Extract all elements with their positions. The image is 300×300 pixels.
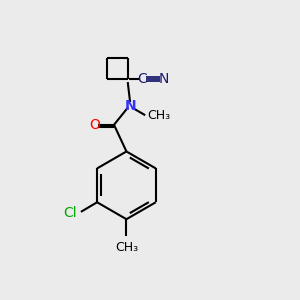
Text: N: N	[124, 99, 136, 112]
Text: CH₃: CH₃	[115, 241, 138, 254]
Text: O: O	[89, 118, 100, 132]
Text: Cl: Cl	[63, 206, 76, 220]
Text: C: C	[138, 72, 147, 86]
Text: N: N	[158, 72, 169, 86]
Text: CH₃: CH₃	[148, 109, 171, 122]
